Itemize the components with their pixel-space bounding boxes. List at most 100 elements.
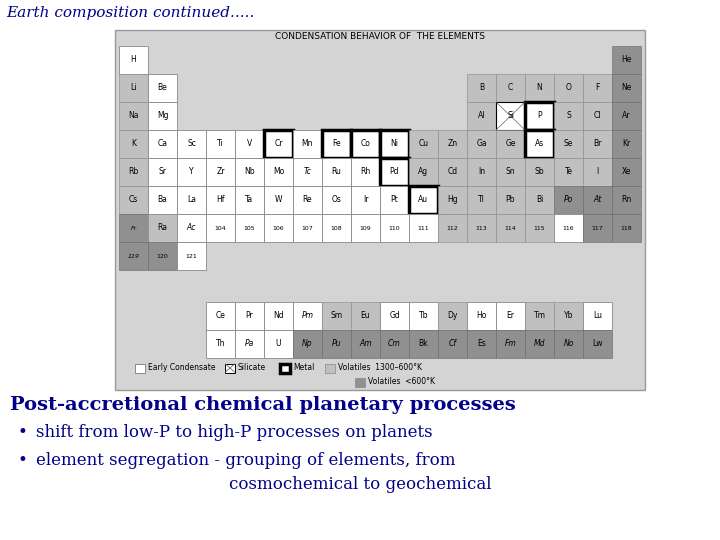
Bar	[467, 186, 496, 214]
Text: N: N	[536, 84, 542, 92]
Bar	[148, 158, 177, 186]
Text: Earth composition continued.....: Earth composition continued.....	[6, 6, 254, 20]
Bar	[409, 214, 438, 242]
Text: Nd: Nd	[273, 312, 284, 321]
Text: Re: Re	[302, 195, 312, 205]
Bar	[351, 186, 380, 214]
Bar	[119, 214, 148, 242]
Bar	[119, 102, 148, 130]
Text: H: H	[130, 56, 136, 64]
Bar	[467, 330, 496, 358]
Bar	[119, 186, 148, 214]
Bar	[206, 186, 235, 214]
Bar	[119, 74, 148, 102]
Bar	[148, 186, 177, 214]
Text: Tl: Tl	[478, 195, 485, 205]
Bar	[225, 363, 235, 373]
Text: Ac: Ac	[186, 224, 197, 233]
Text: 104: 104	[215, 226, 226, 231]
Bar	[177, 214, 206, 242]
Text: Ce: Ce	[215, 312, 225, 321]
Text: •: •	[18, 452, 28, 469]
Bar	[322, 158, 351, 186]
Text: Volatiles  1300–600°K: Volatiles 1300–600°K	[338, 363, 422, 373]
Text: 108: 108	[330, 226, 342, 231]
Bar	[554, 130, 583, 158]
Text: F: F	[595, 84, 600, 92]
Bar	[525, 130, 554, 158]
Text: Ar: Ar	[622, 111, 631, 120]
Text: 114: 114	[505, 226, 516, 231]
Text: Ta: Ta	[246, 195, 253, 205]
Bar	[525, 74, 554, 102]
Text: Yb: Yb	[564, 312, 573, 321]
Text: Ge: Ge	[505, 139, 516, 148]
Bar	[351, 330, 380, 358]
Bar	[351, 158, 380, 186]
Bar	[380, 158, 409, 186]
Bar	[235, 330, 264, 358]
Text: 116: 116	[563, 226, 575, 231]
Text: Be: Be	[158, 84, 167, 92]
Text: Sr: Sr	[158, 167, 166, 177]
Bar	[583, 302, 612, 330]
Bar	[293, 214, 322, 242]
Bar	[525, 102, 554, 130]
Text: 106: 106	[273, 226, 284, 231]
Text: V: V	[247, 139, 252, 148]
Bar	[380, 130, 409, 158]
Text: Sn: Sn	[505, 167, 516, 177]
Bar	[177, 186, 206, 214]
Text: element segregation - grouping of elements, from: element segregation - grouping of elemen…	[36, 452, 456, 469]
Text: 109: 109	[359, 226, 372, 231]
Text: Hg: Hg	[447, 195, 458, 205]
Text: Ne: Ne	[621, 84, 631, 92]
Text: As: As	[535, 139, 544, 148]
Bar	[612, 74, 641, 102]
Bar	[148, 242, 177, 270]
Bar	[264, 130, 293, 158]
Bar	[409, 302, 438, 330]
Text: 111: 111	[418, 226, 429, 231]
Text: Ho: Ho	[477, 312, 487, 321]
Text: Zn: Zn	[447, 139, 458, 148]
Text: Bk: Bk	[419, 340, 428, 348]
Text: Zr: Zr	[216, 167, 225, 177]
Text: Mn: Mn	[302, 139, 313, 148]
Bar	[177, 158, 206, 186]
Bar	[235, 186, 264, 214]
Bar	[583, 330, 612, 358]
Bar	[496, 158, 525, 186]
Text: Ru: Ru	[332, 167, 341, 177]
Bar	[583, 74, 612, 102]
Text: 119: 119	[127, 253, 140, 259]
Bar	[206, 214, 235, 242]
Text: cosmochemical to geochemical: cosmochemical to geochemical	[229, 476, 491, 493]
Bar	[293, 330, 322, 358]
Text: Ra: Ra	[158, 224, 168, 233]
Text: •: •	[18, 424, 28, 441]
Text: S: S	[566, 111, 571, 120]
Text: Volatiles  <600°K: Volatiles <600°K	[368, 377, 435, 387]
Text: Ag: Ag	[418, 167, 428, 177]
Text: Rn: Rn	[621, 195, 631, 205]
Text: B: B	[479, 84, 484, 92]
Text: Xe: Xe	[622, 167, 631, 177]
Bar	[135, 363, 145, 373]
Text: 115: 115	[534, 226, 545, 231]
Bar	[467, 214, 496, 242]
Bar	[409, 186, 438, 214]
Bar	[467, 102, 496, 130]
Text: Gd: Gd	[389, 312, 400, 321]
Text: Cl: Cl	[594, 111, 601, 120]
Bar	[119, 46, 148, 74]
Text: He: He	[621, 56, 631, 64]
Text: Pb: Pb	[505, 195, 516, 205]
Bar	[525, 186, 554, 214]
Text: Lw: Lw	[593, 340, 603, 348]
Text: Te: Te	[564, 167, 572, 177]
Text: Lu: Lu	[593, 312, 602, 321]
Bar	[612, 130, 641, 158]
Text: 121: 121	[186, 253, 197, 259]
Bar	[177, 130, 206, 158]
